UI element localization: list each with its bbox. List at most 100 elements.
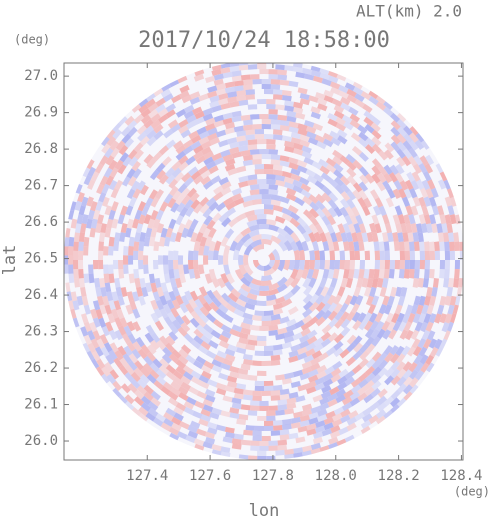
radar-cell	[150, 390, 161, 401]
radar-cell	[205, 312, 217, 323]
radar-cell	[423, 313, 432, 324]
radar-cell	[207, 227, 217, 238]
radar-cell	[127, 360, 138, 371]
radar-cell	[401, 313, 411, 324]
radar-cell	[444, 269, 450, 279]
radar-cell	[229, 65, 240, 72]
radar-cell	[82, 342, 91, 353]
radar-cell	[382, 329, 392, 340]
radar-cell	[236, 383, 247, 390]
radar-cell	[121, 126, 131, 137]
radar-cell	[136, 124, 147, 135]
radar-cell	[315, 193, 326, 204]
radar-cell	[371, 295, 380, 306]
radar-cell	[443, 278, 450, 288]
radar-cell	[162, 255, 169, 265]
radar-cell	[313, 431, 324, 439]
radar-cell	[238, 293, 249, 303]
radar-cell	[371, 129, 382, 140]
radar-cell	[409, 140, 419, 151]
radar-cell	[124, 137, 135, 148]
radar-cell	[353, 342, 363, 353]
radar-cell	[409, 188, 418, 199]
radar-cell	[332, 149, 343, 160]
radar-cell	[330, 81, 341, 90]
radar-cell	[259, 149, 269, 155]
radar-cell	[207, 85, 218, 93]
radar-cell	[249, 224, 260, 232]
radar-cell	[192, 410, 203, 419]
radar-cell	[229, 240, 238, 252]
radar-cell	[220, 273, 229, 284]
radar-cell	[270, 124, 281, 130]
radar-cell	[186, 396, 197, 406]
radar-cell	[356, 232, 364, 243]
radar-cell	[250, 74, 260, 80]
radar-cell	[288, 126, 299, 134]
radar-cell	[126, 168, 136, 179]
radar-cell	[180, 129, 191, 139]
radar-cell	[322, 378, 334, 388]
radar-cell	[282, 418, 292, 425]
x-unit: (deg)	[454, 485, 490, 499]
radar-cell	[165, 103, 176, 113]
radar-cell	[299, 93, 310, 101]
radar-cell	[315, 92, 326, 100]
radar-cell	[228, 299, 239, 309]
radar-cell	[207, 90, 218, 99]
radar-cell	[431, 223, 438, 233]
radar-cell	[383, 172, 393, 184]
radar-cell	[382, 180, 392, 191]
radar-cell	[240, 114, 251, 121]
radar-cell	[213, 73, 224, 81]
radar-cell	[430, 187, 439, 199]
radar-cell	[410, 205, 419, 216]
radar-cell	[275, 174, 286, 182]
radar-cell	[325, 410, 336, 419]
radar-cell	[125, 364, 135, 376]
radar-cell	[254, 134, 264, 140]
radar-cell	[145, 412, 156, 422]
radar-cell	[326, 286, 335, 297]
radar-cell	[306, 125, 317, 134]
radar-cell	[216, 387, 227, 396]
radar-cell	[73, 278, 80, 288]
radar-cell	[392, 188, 402, 199]
radar-cell	[244, 302, 255, 310]
radar-cell	[366, 232, 374, 243]
radar-cell	[133, 142, 144, 153]
radar-cell	[309, 216, 319, 227]
radar-cell	[83, 321, 92, 332]
radar-cell	[415, 223, 423, 234]
radar-cell	[261, 233, 272, 240]
radar-cell	[251, 278, 262, 286]
radar-cell	[275, 409, 285, 416]
radar-cell	[384, 142, 395, 153]
radar-cell	[330, 86, 341, 95]
plot-frame	[63, 62, 464, 461]
radar-cell	[279, 155, 290, 162]
radar-cell	[296, 159, 308, 168]
x-axis-label: lon	[249, 501, 280, 521]
radar-cell	[344, 370, 355, 380]
radar-cell	[68, 246, 74, 256]
radar-cell	[231, 402, 242, 410]
radar-cell	[343, 268, 350, 279]
radar-cell	[382, 214, 390, 225]
radar-cell	[169, 323, 179, 335]
radar-cell	[66, 291, 73, 301]
radar-cell	[352, 159, 363, 170]
radar-cell	[400, 287, 408, 297]
radar-cell	[319, 277, 328, 288]
radar-cell	[83, 334, 92, 345]
radar-cell	[322, 241, 330, 252]
radar-cell	[160, 227, 168, 238]
radar-cell	[306, 428, 317, 436]
radar-cell	[155, 209, 164, 221]
radar-cell	[99, 278, 106, 288]
radar-cell	[439, 269, 445, 279]
radar-cell	[159, 358, 170, 369]
radar-cell	[173, 260, 179, 270]
radar-cell	[143, 236, 151, 247]
radar-cell	[410, 223, 418, 233]
